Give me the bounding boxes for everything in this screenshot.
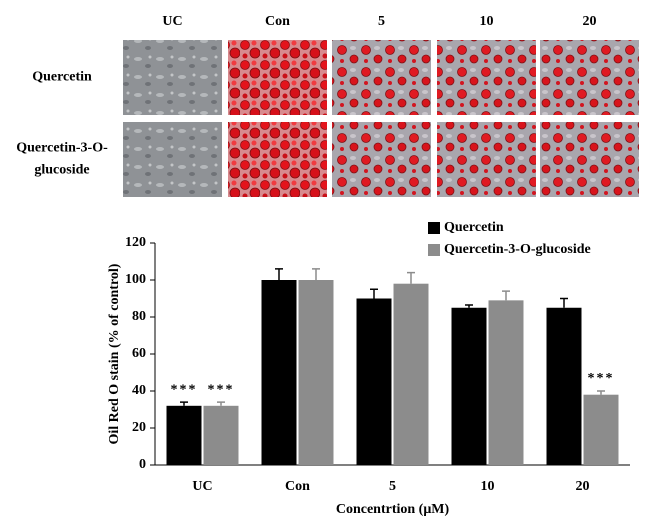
legend-swatch — [428, 222, 440, 234]
bar — [356, 298, 392, 465]
micrograph — [123, 122, 222, 197]
x-tick-label: 10 — [481, 479, 495, 494]
bar — [546, 307, 582, 465]
column-label: 5 — [378, 14, 385, 29]
column-label: 20 — [583, 14, 597, 29]
bar — [583, 394, 619, 465]
y-tick-label: 120 — [125, 235, 146, 250]
legend-label: Quercetin-3-O-glucoside — [444, 242, 591, 257]
x-tick-label: UC — [192, 479, 212, 494]
bar — [451, 307, 487, 465]
bar — [261, 280, 297, 465]
error-bar — [560, 297, 568, 308]
row-label: Quercetin — [32, 70, 92, 85]
row-label: glucoside — [34, 163, 89, 178]
annotation: *** — [171, 382, 198, 397]
error-bar — [465, 304, 473, 308]
error-bar — [407, 271, 415, 284]
y-tick-label: 80 — [132, 309, 146, 324]
error-bar — [370, 288, 378, 299]
micrograph-panel: UC Con 5 10 20 Quercetin Quercetin-3-O-glucosi… — [16, 14, 639, 197]
micrograph — [437, 40, 536, 115]
error-bar — [180, 401, 188, 406]
annotation: *** — [208, 382, 235, 397]
y-tick-label: 0 — [139, 457, 146, 472]
x-tick-label: 20 — [576, 479, 590, 494]
y-axis-label: Oil Red O stain (% of control) — [107, 263, 122, 444]
micrograph — [332, 40, 431, 115]
micrograph — [437, 122, 536, 197]
y-tick-label: 20 — [132, 420, 146, 435]
bar — [203, 405, 239, 465]
legend-swatch — [428, 244, 440, 256]
error-bar — [502, 290, 510, 301]
micrograph — [332, 122, 431, 197]
micrograph — [540, 122, 639, 197]
micrograph — [540, 40, 639, 115]
column-label: Con — [265, 14, 290, 29]
x-axis-label: Concentrtion (μM) — [336, 502, 450, 517]
y-tick-label: 40 — [132, 383, 146, 398]
legend-label: Quercetin — [444, 220, 504, 235]
error-bar — [275, 268, 283, 280]
bar — [488, 300, 524, 465]
bar — [166, 405, 202, 465]
column-label: 10 — [480, 14, 494, 29]
micrograph — [228, 122, 327, 197]
column-label: UC — [162, 14, 182, 29]
x-tick-label: 5 — [389, 479, 396, 494]
x-tick-label: Con — [285, 479, 310, 494]
y-tick-label: 60 — [132, 346, 146, 361]
micrograph — [123, 40, 222, 115]
y-tick-label: 100 — [125, 272, 146, 287]
error-bar — [597, 390, 605, 395]
annotation: *** — [588, 371, 615, 386]
row-label: Quercetin-3-O- — [16, 141, 108, 156]
micrograph — [228, 40, 327, 115]
bar — [393, 283, 429, 465]
error-bar — [217, 401, 225, 406]
bar — [298, 280, 334, 465]
error-bar — [312, 268, 320, 280]
